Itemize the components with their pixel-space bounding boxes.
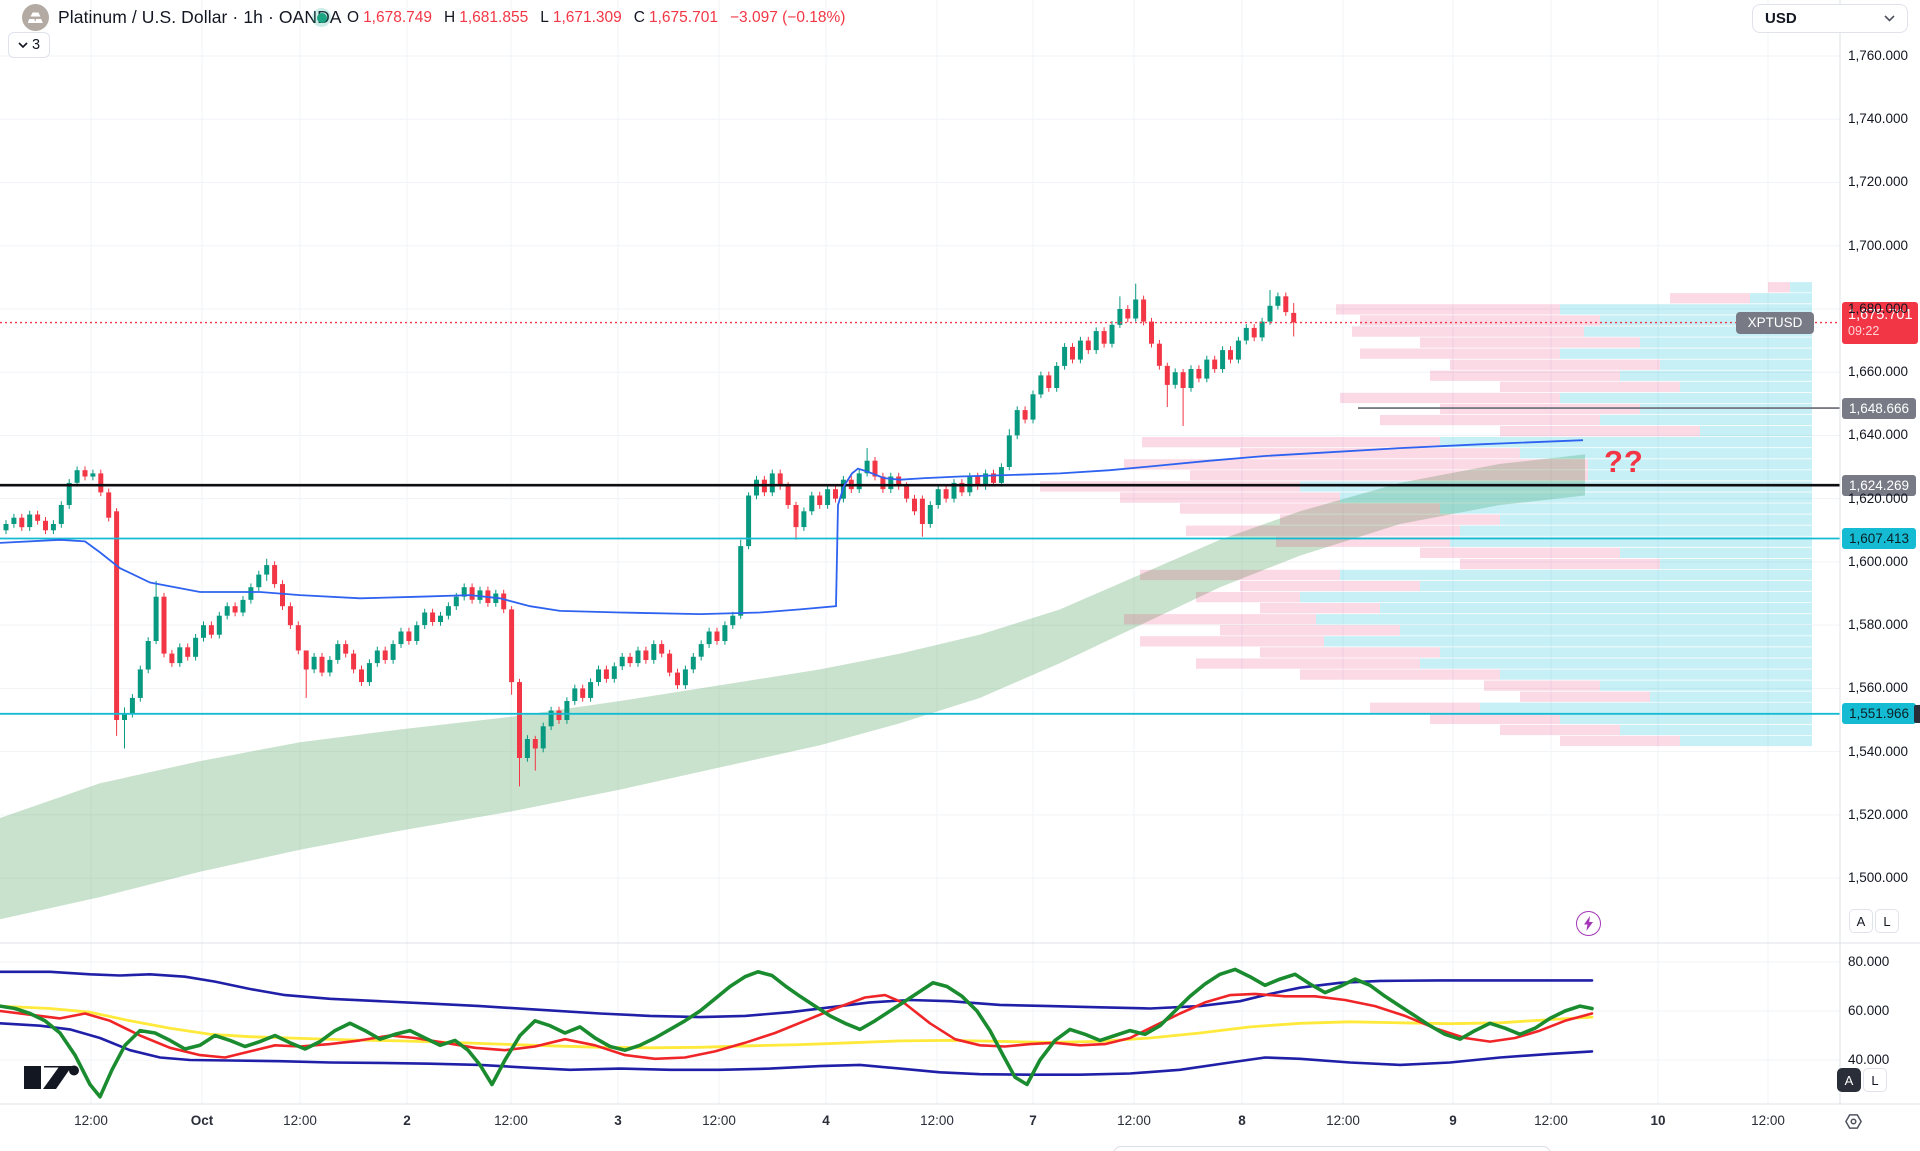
indicator-main_green bbox=[0, 967, 1594, 1099]
price-tick-label: 1,660.000 bbox=[1848, 364, 1909, 380]
time-tick-label: 4 bbox=[822, 1113, 830, 1128]
clipped-label-fragment bbox=[1914, 704, 1920, 723]
price-tick-label: 1,580.000 bbox=[1848, 617, 1909, 633]
time-tick-label: 12:00 bbox=[702, 1113, 736, 1128]
time-tick-label: 12:00 bbox=[1534, 1113, 1568, 1128]
high-label: H bbox=[444, 9, 456, 26]
time-tick-label: 12:00 bbox=[1326, 1113, 1360, 1128]
moving-average-line bbox=[0, 439, 1584, 616]
chevron-down-icon bbox=[1884, 15, 1895, 22]
lower-indicator-lines bbox=[0, 967, 1594, 1099]
close-value: 1,675.701 bbox=[649, 9, 718, 26]
price-tick-label: 40.000 bbox=[1848, 1052, 1890, 1067]
ma-ribbon-band bbox=[0, 454, 1585, 920]
candles bbox=[3, 283, 1297, 787]
indicators-count: 3 bbox=[31, 37, 41, 53]
grid-lines bbox=[0, 0, 1840, 1104]
low-value: 1,671.309 bbox=[552, 9, 622, 26]
timescale-settings-gear-icon[interactable] bbox=[1842, 1110, 1864, 1132]
time-tick-label: 12:00 bbox=[283, 1113, 317, 1128]
price-tick-label: 1,560.000 bbox=[1848, 680, 1909, 696]
price-tick-label: 1,620.000 bbox=[1848, 490, 1909, 506]
time-tick-label: 12:00 bbox=[920, 1113, 954, 1128]
price-tick-label: 80.000 bbox=[1848, 954, 1890, 969]
price-level-label-1607: 1,607.413 bbox=[1842, 527, 1916, 549]
price-tick-label: 1,520.000 bbox=[1848, 806, 1909, 822]
tradingview-logo[interactable] bbox=[22, 1056, 96, 1096]
indicator-signal_red bbox=[0, 992, 1594, 1061]
indicator-lower_band bbox=[0, 1022, 1594, 1076]
question-marks-annotation[interactable]: ?? bbox=[1604, 444, 1644, 479]
price-scale-auto-button[interactable]: A bbox=[1849, 909, 1873, 933]
price-tick-label: 1,500.000 bbox=[1848, 870, 1909, 886]
countdown-timer: 09:22 bbox=[1848, 323, 1880, 338]
price-level-label-1551: 1,551.966 bbox=[1842, 703, 1916, 725]
time-tick-label: 12:00 bbox=[494, 1113, 528, 1128]
price-tick-label: 1,740.000 bbox=[1848, 111, 1909, 127]
instrument-logo-icon bbox=[22, 4, 49, 31]
low-label: L bbox=[540, 9, 549, 26]
price-tick-label: 60.000 bbox=[1848, 1003, 1890, 1018]
symbol-tag-label: XPTUSD bbox=[1736, 311, 1814, 334]
indicator-scale-auto-button[interactable]: A bbox=[1837, 1068, 1861, 1092]
currency-value: USD bbox=[1765, 10, 1797, 27]
price-tick-label: 1,700.000 bbox=[1848, 237, 1909, 253]
price-tick-label: 1,600.000 bbox=[1848, 553, 1909, 569]
ohlc-values: O 1,678.749 H 1,681.855 L 1,671.309 C 1,… bbox=[347, 9, 845, 27]
time-tick-label: 12:00 bbox=[1751, 1113, 1785, 1128]
time-tick-label: 12:00 bbox=[1117, 1113, 1151, 1128]
high-value: 1,681.855 bbox=[459, 9, 529, 26]
open-label: O bbox=[347, 9, 360, 26]
price-tick-label: 1,680.000 bbox=[1848, 300, 1909, 316]
symbol-title[interactable]: Platinum / U.S. Dollar · 1h · OANDA bbox=[58, 7, 342, 27]
time-tick-label: Oct bbox=[190, 1113, 214, 1128]
last-price-label: 1,675.701 09:22 bbox=[1842, 301, 1918, 344]
indicator-upper_band bbox=[0, 970, 1594, 1019]
bottom-toolbar-edge bbox=[1113, 1146, 1551, 1151]
price-tick-label: 1,720.000 bbox=[1848, 174, 1909, 190]
price-tick-label: 1,540.000 bbox=[1848, 743, 1909, 759]
time-tick-label: 2 bbox=[403, 1113, 411, 1128]
indicator-scale-log-button[interactable]: L bbox=[1863, 1068, 1887, 1092]
price-level-label-1648: 1,648.666 bbox=[1842, 397, 1916, 419]
time-tick-label: 10 bbox=[1650, 1113, 1666, 1128]
time-tick-label: 3 bbox=[614, 1113, 622, 1128]
horizontal-level-lines[interactable] bbox=[0, 321, 1840, 715]
volume-profile bbox=[1040, 282, 1812, 747]
price-tick-label: 1,640.000 bbox=[1848, 427, 1909, 443]
currency-selector[interactable]: USD bbox=[1752, 4, 1908, 33]
time-tick-label: 7 bbox=[1029, 1113, 1037, 1128]
chevron-down-icon bbox=[18, 42, 28, 48]
open-value: 1,678.749 bbox=[363, 9, 433, 26]
price-scale-log-button[interactable]: L bbox=[1875, 909, 1899, 933]
time-tick-label: 12:00 bbox=[74, 1113, 108, 1128]
price-level-label-1624: 1,624.269 bbox=[1842, 474, 1916, 496]
time-tick-label: 9 bbox=[1449, 1113, 1457, 1128]
time-tick-label: 8 bbox=[1238, 1113, 1246, 1128]
indicators-collapse-button[interactable]: 3 bbox=[8, 32, 50, 58]
last-price-value: 1,675.701 bbox=[1848, 306, 1913, 323]
change-value: −3.097 (−0.18%) bbox=[729, 9, 846, 26]
market-status-dot-inner bbox=[316, 12, 327, 23]
close-label: C bbox=[633, 9, 645, 26]
indicator-mid_yellow bbox=[0, 1004, 1594, 1050]
lightning-bolt-icon[interactable] bbox=[1576, 911, 1601, 936]
price-tick-label: 1,760.000 bbox=[1848, 48, 1909, 63]
